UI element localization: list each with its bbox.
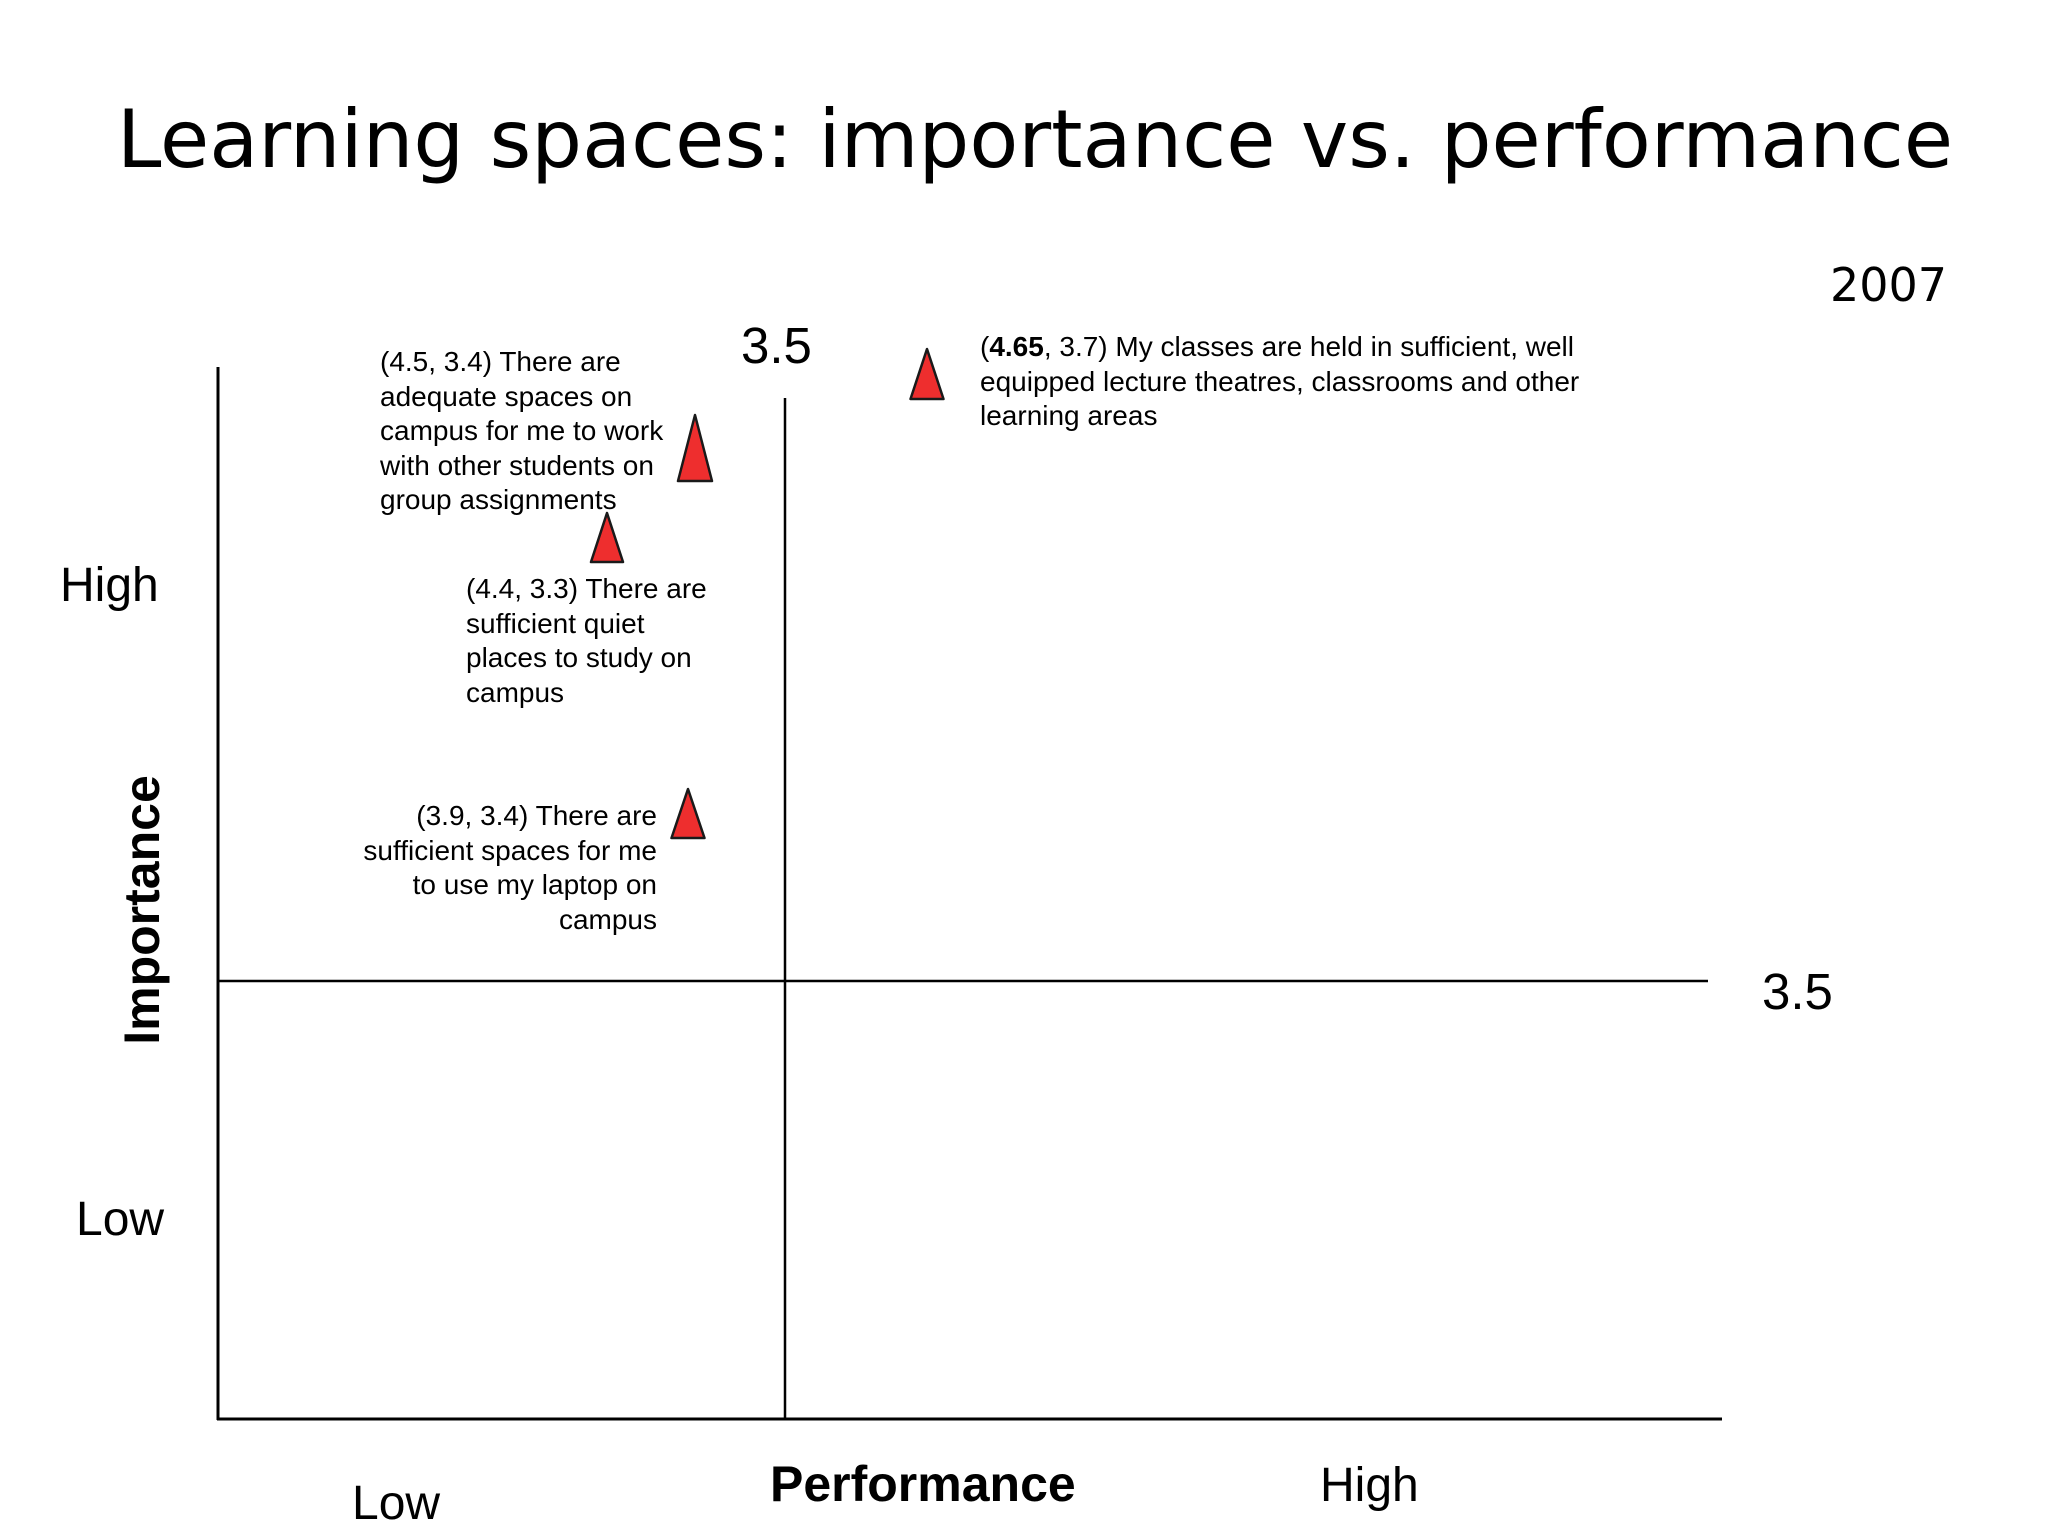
annotation-line: equipped lecture theatres, classrooms an… [980,365,1580,397]
annotation-line: places to study on [466,642,692,673]
point-annotation: (4.5, 3.4) There are adequate spaces on … [380,345,663,518]
annotation-line: campus [558,903,657,935]
annotation-line: campus for me to work [380,415,664,446]
year-label: 2007 [1830,258,1948,312]
performance-threshold-label: 3.5 [741,317,812,374]
annotation-line: sufficient quiet [466,607,645,639]
point-annotation: (3.9, 3.4) There are sufficient spaces f… [300,799,657,937]
coords-open: ( [980,331,990,362]
annotation-line: adequate spaces on [380,380,633,412]
annotation-text: My classes are held in sufficient, well [1107,331,1574,362]
x-high-label: High [1320,1459,1419,1512]
annotation-line: (4.65, 3.7) My classes are held in suffi… [980,330,1579,365]
point-annotation: (4.65, 3.7) My classes are held in suffi… [980,330,1579,434]
annotation-line: to use my laptop on [412,869,657,900]
coords-bold: 4.65 [989,331,1044,362]
data-point-1 [676,413,714,483]
data-point-2 [589,511,625,564]
y-low-label: Low [76,1193,165,1246]
annotation-line: (4.5, 3.4) There are [380,346,621,377]
y-high-label: High [60,559,159,612]
annotation-line: (4.4, 3.3) There are [466,573,707,604]
x-low-label: Low [352,1477,441,1530]
annotation-line: campus [466,676,565,708]
annotation-line: group assignments [380,484,617,515]
point-annotation: (4.4, 3.3) There are sufficient quiet pl… [466,572,707,710]
slide-title: Learning spaces: importance vs. performa… [116,93,1954,186]
coords-rest: , 3.7) [1043,331,1108,362]
annotation-line: with other students on [380,449,654,481]
y-axis-title: Importance [114,775,170,1045]
annotation-line: learning areas [980,400,1158,431]
data-point-4 [909,347,945,401]
annotation-line: sufficient spaces for me [363,834,657,866]
x-axis-title: Performance [770,1456,1076,1512]
data-point-3 [670,787,706,840]
importance-threshold-label: 3.5 [1762,963,1833,1020]
annotation-line: (3.9, 3.4) There are [416,800,657,831]
